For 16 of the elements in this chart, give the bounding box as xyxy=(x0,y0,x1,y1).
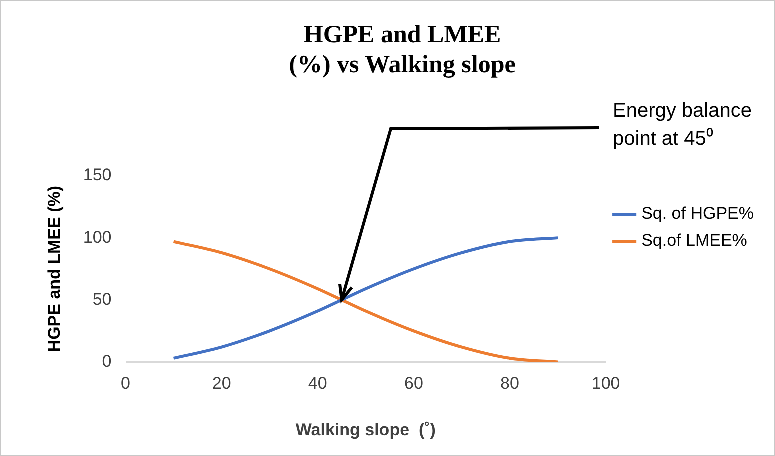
y-axis-title: HGPE and LMEE (%) xyxy=(44,186,64,352)
annotation: Energy balance point at 45⁰ xyxy=(613,99,753,152)
x-tick-label: 60 xyxy=(404,374,424,394)
x-axis-title: Walking slope (˚) xyxy=(296,420,436,440)
y-tick-label: 150 xyxy=(83,166,112,185)
x-tick-label: 0 xyxy=(121,374,130,394)
x-tick-label: 20 xyxy=(212,374,232,394)
x-tick-label: 100 xyxy=(592,374,620,394)
x-tick-label: 40 xyxy=(308,374,328,394)
y-tick-label: 0 xyxy=(102,352,112,371)
legend-label: Sq.of LMEE% xyxy=(642,231,748,250)
y-tick-label: 50 xyxy=(92,290,112,309)
y-tick-label: 100 xyxy=(83,228,112,247)
chart-title: HGPE and LMEE (%) vs Walking slope xyxy=(289,21,516,78)
x-tick-label: 80 xyxy=(500,374,520,394)
legend-label: Sq. of HGPE% xyxy=(642,204,754,224)
